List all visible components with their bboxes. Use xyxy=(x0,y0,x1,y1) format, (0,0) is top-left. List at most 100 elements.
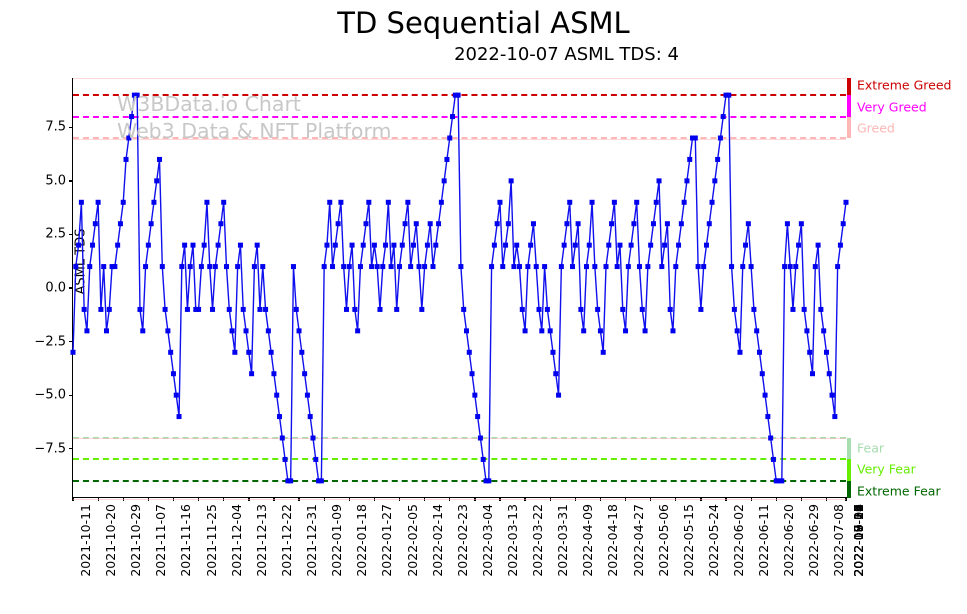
data-point xyxy=(673,264,679,270)
threshold-line xyxy=(73,458,846,461)
data-point xyxy=(363,221,369,227)
x-tick-label: 2021-11-07 xyxy=(153,504,169,577)
data-point xyxy=(751,306,757,312)
data-point xyxy=(556,392,562,398)
data-point xyxy=(374,264,380,270)
data-point xyxy=(159,264,165,270)
data-point xyxy=(631,221,637,227)
data-point xyxy=(575,221,581,227)
data-point xyxy=(87,264,93,270)
x-tick-label: 2022-02-14 xyxy=(429,504,445,577)
x-tick-label: 2022-03-13 xyxy=(504,504,520,577)
data-point xyxy=(483,478,489,484)
data-point xyxy=(793,264,799,270)
data-point xyxy=(302,371,308,377)
data-point xyxy=(670,328,676,334)
data-point xyxy=(807,349,813,355)
data-point xyxy=(458,264,464,270)
data-point xyxy=(687,156,693,162)
data-point xyxy=(436,221,442,227)
data-point xyxy=(240,306,246,312)
data-point xyxy=(662,242,668,248)
data-point xyxy=(676,242,682,248)
data-point xyxy=(614,264,620,270)
data-point xyxy=(391,242,397,248)
threshold-line xyxy=(73,115,846,118)
data-point xyxy=(720,114,726,120)
x-tick-label: 2022-03-22 xyxy=(530,504,546,577)
data-point xyxy=(179,264,185,270)
data-point xyxy=(776,478,782,484)
data-point xyxy=(486,478,492,484)
data-point xyxy=(117,221,123,227)
x-tick-label: 2022-05-24 xyxy=(705,504,721,577)
x-tick-label: 2022-02-23 xyxy=(454,504,470,577)
data-point xyxy=(293,306,299,312)
x-tick-label: 2022-05-15 xyxy=(680,504,696,577)
data-point xyxy=(703,242,709,248)
data-point xyxy=(801,306,807,312)
data-point xyxy=(581,328,587,334)
data-point xyxy=(826,371,832,377)
data-point xyxy=(81,306,87,312)
data-point xyxy=(73,264,79,270)
data-point xyxy=(285,478,291,484)
data-point xyxy=(274,392,280,398)
threshold-label: Very Fear xyxy=(857,461,916,477)
data-point xyxy=(198,264,204,270)
data-point xyxy=(173,392,179,398)
x-tick-label: 2022-04-09 xyxy=(580,504,596,577)
data-point xyxy=(385,199,391,205)
x-tick-label: 2022-04-18 xyxy=(605,504,621,577)
data-point xyxy=(120,199,126,205)
data-point xyxy=(134,92,140,98)
data-point xyxy=(787,264,793,270)
data-point xyxy=(835,264,841,270)
data-point xyxy=(734,328,740,334)
y-tick-mark xyxy=(69,448,73,450)
data-point xyxy=(648,242,654,248)
data-point xyxy=(405,199,411,205)
data-point xyxy=(131,92,137,98)
data-point xyxy=(187,264,193,270)
data-point xyxy=(743,242,749,248)
data-point xyxy=(151,199,157,205)
data-point xyxy=(204,199,210,205)
data-point xyxy=(592,264,598,270)
data-point xyxy=(625,264,631,270)
data-point xyxy=(223,264,229,270)
data-point xyxy=(491,242,497,248)
data-point xyxy=(782,264,788,270)
x-tick-label: 2022-07-08 xyxy=(831,504,847,577)
y-tick-label: 0.0 xyxy=(45,280,66,296)
data-point xyxy=(106,306,112,312)
data-point xyxy=(726,92,732,98)
data-point xyxy=(201,242,207,248)
data-point xyxy=(810,371,816,377)
data-point xyxy=(656,178,662,184)
data-point xyxy=(843,199,849,205)
data-point xyxy=(165,328,171,334)
data-point xyxy=(528,242,534,248)
x-tick-label: 2022-03-31 xyxy=(555,504,571,577)
data-point xyxy=(461,306,467,312)
x-tick-label: 2021-10-20 xyxy=(103,504,119,577)
data-point xyxy=(494,221,500,227)
data-point xyxy=(517,264,522,270)
data-point xyxy=(380,264,386,270)
x-tick-label: 2021-10-29 xyxy=(128,504,144,577)
data-point xyxy=(268,349,274,355)
threshold-band-cap xyxy=(847,480,851,498)
data-point xyxy=(684,178,690,184)
data-point xyxy=(583,264,589,270)
data-point xyxy=(371,242,377,248)
data-point xyxy=(544,306,550,312)
data-point xyxy=(837,242,843,248)
data-point xyxy=(95,199,101,205)
x-tick-label: 2021-11-16 xyxy=(178,504,194,577)
data-point xyxy=(310,435,316,441)
threshold-band-outline xyxy=(73,438,846,500)
data-point xyxy=(277,414,283,420)
data-point xyxy=(357,264,363,270)
data-point xyxy=(606,242,612,248)
